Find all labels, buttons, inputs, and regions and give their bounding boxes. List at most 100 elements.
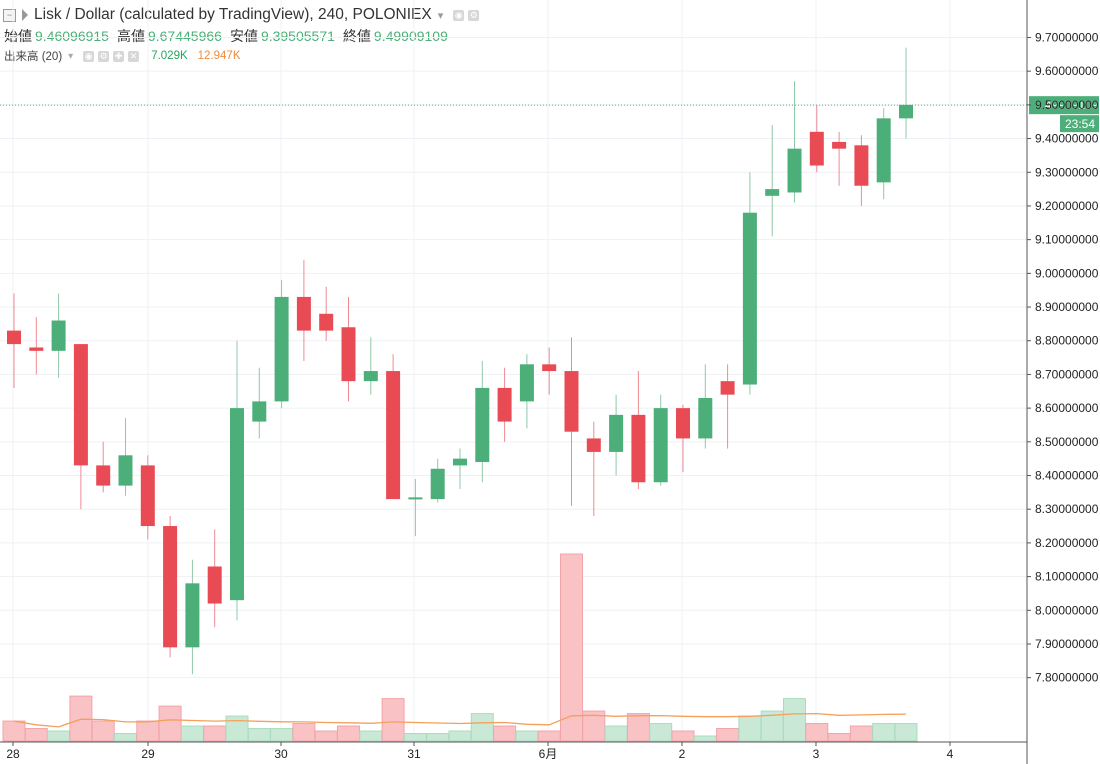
candle-body[interactable] bbox=[185, 583, 200, 648]
volume-bar bbox=[626, 713, 650, 742]
high-label: 高値 bbox=[116, 28, 145, 44]
candle-body[interactable] bbox=[720, 381, 735, 395]
symbol-legend: − Lisk / Dollar (calculated by TradingVi… bbox=[0, 4, 480, 26]
price-tick-label: 8.40000000 bbox=[1035, 469, 1099, 483]
volume-label[interactable]: 出来高 (20) bbox=[4, 51, 63, 63]
volume-bar bbox=[470, 713, 494, 742]
volume-bar bbox=[225, 715, 249, 742]
volume-bar bbox=[515, 730, 539, 742]
volume-ma-value: 12.947K bbox=[197, 50, 241, 62]
volume-bars bbox=[2, 553, 918, 742]
price-tick-label: 7.80000000 bbox=[1035, 671, 1099, 685]
candle-body[interactable] bbox=[118, 455, 133, 486]
eye-icon[interactable]: ◉ bbox=[83, 50, 95, 62]
candle-body[interactable] bbox=[274, 296, 289, 402]
candle-body[interactable] bbox=[319, 313, 334, 331]
gear-icon[interactable]: ⚙ bbox=[98, 50, 110, 62]
move-icon[interactable]: ✚ bbox=[113, 50, 125, 62]
candle-body[interactable] bbox=[564, 371, 579, 432]
candle-body[interactable] bbox=[453, 458, 467, 466]
volume-bar bbox=[136, 720, 160, 742]
eye-icon[interactable]: ◉ bbox=[453, 9, 465, 21]
price-tick-label: 9.70000000 bbox=[1035, 30, 1099, 44]
price-tick-label: 9.40000000 bbox=[1035, 132, 1099, 146]
time-tick-label: 29 bbox=[141, 747, 155, 761]
candle-body[interactable] bbox=[51, 320, 66, 351]
candle-body[interactable] bbox=[341, 327, 356, 382]
high-value: 9.67445966 bbox=[147, 28, 222, 44]
time-tick-label: 28 bbox=[6, 747, 20, 761]
ohlc-legend: 始値 9.46096915 高値 9.67445966 安値 9.3950557… bbox=[4, 26, 456, 46]
candle-body[interactable] bbox=[832, 141, 847, 149]
price-tick-label: 9.10000000 bbox=[1035, 233, 1099, 247]
volume-bar bbox=[604, 725, 628, 742]
price-tick-label: 8.90000000 bbox=[1035, 300, 1099, 314]
candle-body[interactable] bbox=[854, 145, 869, 186]
candle-body[interactable] bbox=[609, 414, 624, 452]
candle-body[interactable] bbox=[140, 465, 155, 527]
price-tick-label: 8.10000000 bbox=[1035, 570, 1099, 584]
candle-body[interactable] bbox=[252, 401, 267, 422]
candle-body[interactable] bbox=[876, 118, 891, 183]
volume-bar bbox=[783, 698, 806, 742]
volume-bar bbox=[448, 730, 472, 742]
price-tick-label: 9.00000000 bbox=[1035, 266, 1099, 280]
time-tick-label: 3 bbox=[813, 747, 820, 761]
candle-body[interactable] bbox=[163, 526, 178, 648]
candle-body[interactable] bbox=[631, 414, 646, 483]
volume-ma-polyline bbox=[13, 712, 907, 728]
last-price-line: 9.49909109 23:54 bbox=[0, 96, 1099, 133]
candle-body[interactable] bbox=[899, 104, 913, 119]
volume-bar bbox=[403, 733, 427, 742]
gear-icon[interactable]: ⚙ bbox=[468, 9, 480, 21]
volume-bar bbox=[91, 720, 115, 742]
candle-body[interactable] bbox=[698, 398, 713, 439]
price-tick-label: 8.20000000 bbox=[1035, 536, 1099, 550]
price-tick-label: 9.30000000 bbox=[1035, 165, 1099, 179]
candle-body[interactable] bbox=[296, 296, 311, 331]
volume-bar bbox=[292, 723, 316, 742]
last-price-label: 9.49909109 bbox=[1035, 98, 1099, 112]
volume-bar bbox=[426, 733, 450, 742]
chevron-down-icon[interactable]: ▾ bbox=[68, 50, 74, 62]
candle-body[interactable] bbox=[586, 438, 601, 452]
volume-legend: 出来高 (20) ▾ ◉ ⚙ ✚ ✕ 7.029K 12.947K bbox=[4, 47, 241, 65]
price-tick-label: 8.80000000 bbox=[1035, 334, 1099, 348]
candle-body[interactable] bbox=[207, 566, 222, 604]
close-label: 終値 bbox=[342, 28, 371, 44]
legend-actions: ◉ ⚙ bbox=[453, 9, 480, 21]
candle-body[interactable] bbox=[497, 387, 512, 422]
candle-body[interactable] bbox=[653, 408, 668, 483]
flag-icon bbox=[22, 9, 28, 21]
volume-bar bbox=[560, 553, 583, 742]
chevron-down-icon[interactable]: ▾ bbox=[437, 9, 444, 22]
volume-bar bbox=[180, 725, 204, 742]
candle-body[interactable] bbox=[363, 371, 378, 382]
volume-bar bbox=[247, 728, 271, 742]
candle-body[interactable] bbox=[787, 148, 802, 193]
candle-body[interactable] bbox=[519, 364, 534, 402]
symbol-title[interactable]: Lisk / Dollar (calculated by TradingView… bbox=[34, 6, 432, 23]
candle-body[interactable] bbox=[765, 189, 780, 196]
candle-body[interactable] bbox=[408, 497, 423, 500]
candle-body[interactable] bbox=[742, 212, 757, 385]
candle-body[interactable] bbox=[809, 131, 824, 166]
candle-body[interactable] bbox=[475, 387, 490, 463]
candle-body[interactable] bbox=[676, 408, 690, 439]
close-icon[interactable]: ✕ bbox=[128, 50, 140, 62]
price-tick-label: 9.50000000 bbox=[1035, 98, 1099, 112]
candle-body[interactable] bbox=[542, 364, 557, 372]
time-tick-label: 6月 bbox=[539, 747, 558, 761]
candle-body[interactable] bbox=[29, 347, 44, 351]
candle-body[interactable] bbox=[386, 371, 401, 500]
candle-body[interactable] bbox=[73, 344, 88, 466]
candle-body[interactable] bbox=[7, 330, 21, 345]
countdown-box bbox=[1060, 115, 1099, 133]
candle-body[interactable] bbox=[430, 468, 445, 500]
candle-body[interactable] bbox=[230, 408, 244, 601]
candle-body[interactable] bbox=[96, 465, 111, 486]
volume-bar bbox=[337, 725, 360, 742]
last-price-label-box bbox=[1029, 96, 1099, 115]
